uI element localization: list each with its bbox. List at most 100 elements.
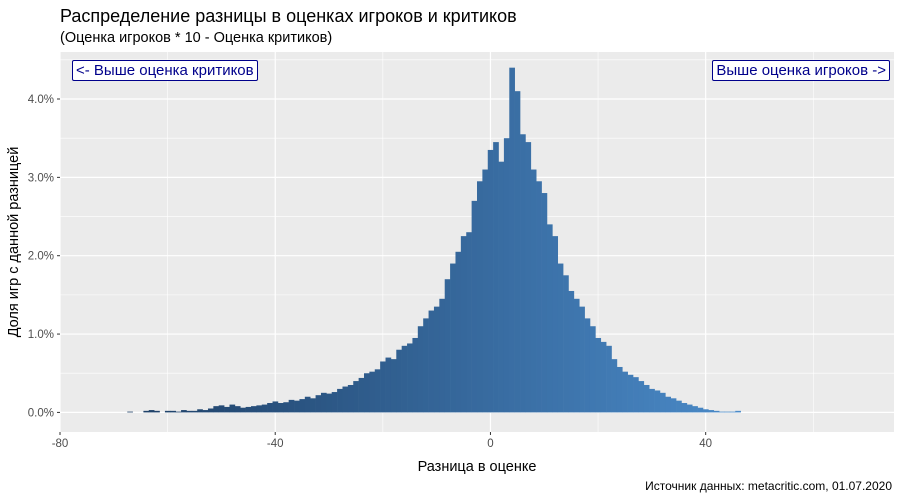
histogram-bar (541, 193, 548, 413)
histogram-bar (665, 396, 672, 413)
histogram-bar (380, 361, 386, 413)
histogram-bar (493, 142, 499, 413)
histogram-bar (385, 357, 392, 413)
histogram-bar (525, 142, 532, 413)
histogram-bar (175, 411, 182, 413)
histogram-bar (670, 398, 677, 413)
histogram-bar (573, 298, 580, 413)
histogram-bar (224, 406, 230, 413)
histogram-bar (358, 377, 365, 413)
histogram-bar (557, 263, 564, 413)
histogram-bar (708, 410, 715, 413)
histogram-bar (245, 406, 252, 413)
histogram-bar (164, 410, 171, 413)
histogram-bar (143, 410, 150, 413)
histogram-bar (364, 373, 370, 413)
histogram-bar (697, 407, 704, 413)
axis-ticks (57, 98, 707, 435)
histogram-bar (729, 411, 736, 413)
histogram-bar (353, 381, 359, 413)
y-tick-label: 1.0% (28, 329, 54, 341)
histogram-bar (498, 161, 505, 413)
y-axis-tick-labels: 0.0% 1.0% 2.0% 3.0% 4.0% (28, 94, 54, 419)
histogram-bar (218, 405, 225, 413)
histogram-bar (148, 410, 155, 413)
y-tick-label: 4.0% (28, 94, 54, 106)
histogram-bar (702, 409, 709, 413)
histogram-bar (477, 181, 483, 413)
histogram-bar (412, 337, 419, 413)
histogram-bar (546, 224, 553, 413)
histogram-bar (428, 310, 435, 413)
histogram-bar (407, 343, 413, 413)
histogram-bar (170, 410, 176, 413)
histogram-bar (595, 337, 602, 413)
histogram-bar (191, 410, 198, 413)
histogram-bar (514, 91, 521, 413)
histogram-bar (638, 381, 645, 413)
histogram-bar (482, 169, 489, 413)
histogram-bar (320, 392, 327, 413)
histogram-bar (439, 298, 446, 413)
histogram-bar (460, 236, 467, 413)
histogram-bar (719, 411, 725, 413)
annotation-players-higher: Выше оценка игроков -> (712, 60, 890, 81)
histogram-bar (568, 290, 575, 413)
histogram-bar (503, 138, 510, 413)
x-axis-tick-labels: -80 -40 0 40 (52, 438, 712, 450)
histogram-bar (600, 341, 607, 413)
histogram-bar (659, 392, 666, 413)
histogram-bar (450, 263, 456, 413)
histogram-bar (616, 366, 623, 413)
histogram-bar (455, 251, 462, 413)
x-axis-label: Разница в оценке (417, 459, 537, 475)
annotation-critics-higher: <- Выше оценка критиков (72, 60, 258, 81)
histogram-bar (261, 404, 268, 413)
histogram-bar (563, 275, 569, 413)
histogram-bar (337, 388, 343, 413)
histogram-bar (315, 395, 322, 413)
histogram-bar (347, 384, 354, 413)
histogram-bar (471, 200, 478, 413)
histogram-bars (127, 67, 741, 413)
x-tick-label: -80 (52, 438, 69, 450)
histogram-bar (277, 403, 284, 413)
histogram-bar (331, 392, 338, 413)
histogram-bar (342, 386, 349, 413)
histogram-bar (181, 410, 187, 413)
histogram-bar (676, 400, 682, 413)
histogram-bar (509, 67, 515, 413)
histogram-bar (202, 410, 209, 413)
x-tick-label: 40 (699, 438, 712, 450)
histogram-bar (654, 390, 661, 413)
histogram-bar (390, 359, 397, 413)
histogram-bar (294, 400, 300, 413)
histogram-bar (622, 371, 628, 413)
histogram-bar (643, 384, 650, 413)
histogram-bar (283, 402, 289, 413)
histogram-bar (589, 326, 596, 413)
histogram-bar (611, 359, 618, 413)
x-tick-label: 0 (487, 438, 493, 450)
chart-subtitle: (Оценка игроков * 10 - Оценка критиков) (60, 30, 333, 46)
histogram-bar (627, 374, 634, 413)
histogram-bar (692, 406, 698, 413)
histogram-bar (288, 399, 295, 413)
histogram-bar (487, 149, 494, 413)
histogram-bar (584, 318, 591, 413)
histogram-bar (272, 401, 279, 413)
histogram-bar (433, 306, 440, 413)
histogram-bar (326, 393, 333, 413)
y-axis-label: Доля игр с данной разницей (6, 146, 22, 338)
histogram-bar (197, 409, 203, 413)
y-tick-label: 0.0% (28, 407, 54, 419)
histogram-bar (299, 399, 306, 413)
histogram-bar (369, 371, 376, 413)
histogram-bar (530, 169, 537, 413)
histogram-bar (207, 408, 214, 413)
histogram-bar (240, 407, 246, 413)
y-tick-label: 2.0% (28, 251, 54, 263)
histogram-bar (213, 406, 220, 413)
y-tick-label: 3.0% (28, 172, 54, 184)
histogram-bar (256, 405, 263, 413)
